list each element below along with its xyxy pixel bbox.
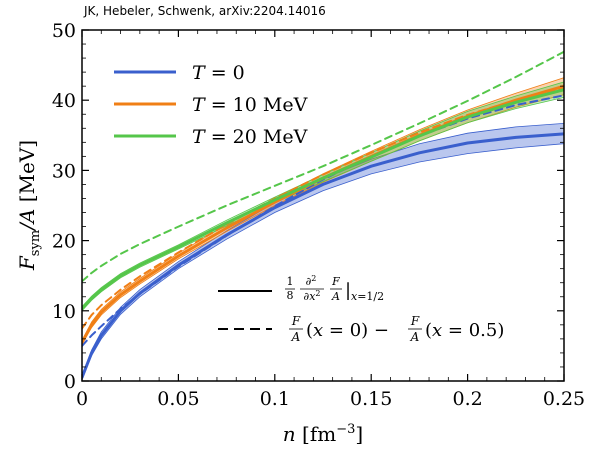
svg-text:8: 8: [287, 289, 294, 302]
band-2: [82, 81, 564, 312]
series-lines: [82, 50, 564, 379]
x-tick-label-1: 0.05: [157, 388, 199, 410]
plot-frame: [81, 29, 565, 382]
axis-ticks: 0 0.05 0.1 0.15 0.2 0.25 0 10 20 30 40 50: [52, 20, 585, 410]
legend-label-second-derivative: 1 8 ∂2 ∂x2 F A | x=1/2: [285, 274, 384, 303]
series-line-2-solid: [82, 88, 564, 311]
legend-label-difference: F A (x = 0) − F A (x = 0.5): [289, 314, 504, 344]
y-tick-label-1: 10: [52, 301, 76, 323]
series-line-5-dashed: [82, 50, 564, 283]
x-tick-label-2: 0.1: [260, 388, 290, 410]
temperature-legend: T = 0 T = 10 MeV T = 20 MeV: [114, 62, 308, 148]
credit-text: JK, Hebeler, Schwenk, arXiv:2204.14016: [84, 4, 326, 18]
band-0: [82, 122, 564, 380]
y-tick-label-4: 40: [52, 90, 76, 112]
x-tick-label-5: 0.25: [543, 388, 585, 410]
svg-text:x=1/2: x=1/2: [351, 290, 384, 303]
svg-text:A: A: [331, 290, 340, 303]
svg-text:A: A: [410, 330, 420, 344]
svg-text:F: F: [291, 314, 301, 328]
svg-text:(x = 0) −: (x = 0) −: [306, 320, 389, 341]
svg-text:F: F: [410, 314, 420, 328]
series-line-0-solid: [82, 132, 564, 379]
series-line-4-dashed: [82, 86, 564, 330]
series-line-1-solid: [82, 84, 564, 344]
legend-label-t20: T = 20 MeV: [192, 126, 308, 148]
x-axis-label: n [fm−3]: [283, 422, 363, 446]
y-tick-label-5: 50: [52, 20, 76, 42]
legend-label-t10: T = 10 MeV: [192, 94, 308, 116]
svg-text:F: F: [331, 275, 340, 288]
style-legend: 1 8 ∂2 ∂x2 F A | x=1/2 F A (x = 0) − F A…: [218, 274, 504, 344]
legend-label-t0: T = 0: [192, 62, 245, 84]
y-tick-label-3: 30: [52, 160, 76, 182]
y-tick-label-2: 20: [52, 231, 76, 253]
svg-text:(x = 0.5): (x = 0.5): [425, 320, 504, 341]
band-1: [82, 77, 564, 346]
svg-text:1: 1: [287, 275, 294, 288]
x-tick-label-0: 0: [76, 388, 88, 410]
x-tick-label-3: 0.15: [350, 388, 392, 410]
svg-text:∂2: ∂2: [306, 274, 317, 288]
svg-text:|: |: [345, 280, 351, 301]
y-tick-label-0: 0: [64, 371, 76, 393]
y-axis-label: Fsym/A [MeV]: [15, 140, 43, 271]
svg-text:∂x2: ∂x2: [303, 289, 320, 303]
x-tick-label-4: 0.2: [452, 388, 482, 410]
svg-text:A: A: [291, 330, 301, 344]
